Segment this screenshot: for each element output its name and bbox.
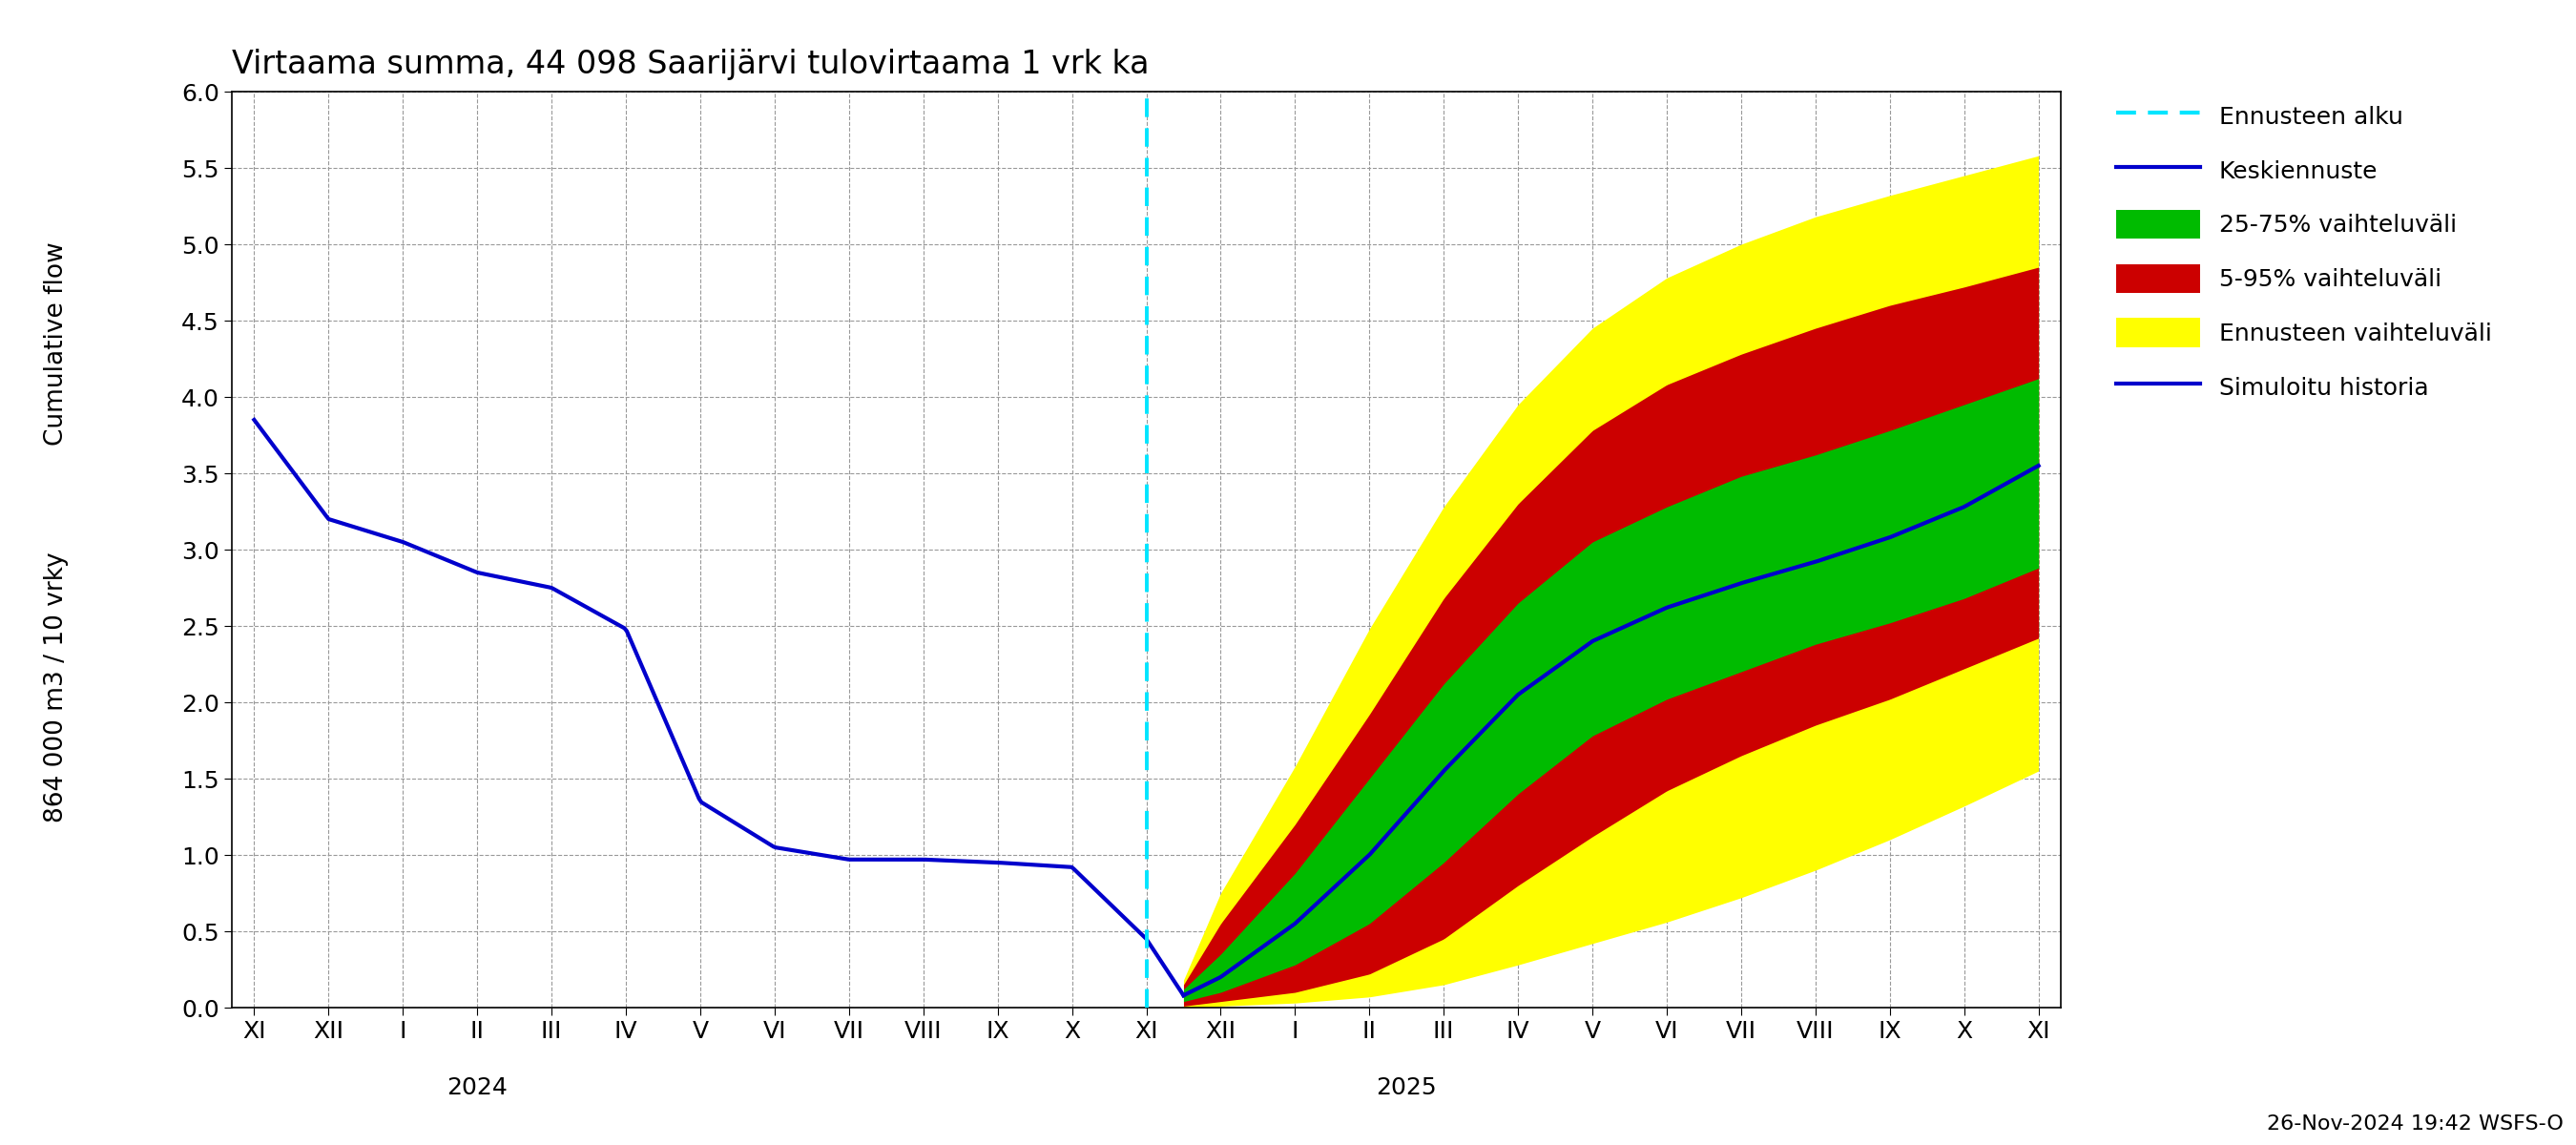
Text: 2025: 2025 [1376,1076,1437,1099]
Text: 2024: 2024 [446,1076,507,1099]
Text: Cumulative flow: Cumulative flow [44,242,70,445]
Text: 26-Nov-2024 19:42 WSFS-O: 26-Nov-2024 19:42 WSFS-O [2267,1114,2563,1134]
Text: Virtaama summa, 44 098 Saarijärvi tulovirtaama 1 vrk ka: Virtaama summa, 44 098 Saarijärvi tulovi… [232,48,1149,80]
Legend: Ennusteen alku, Keskiennuste, 25-75% vaihteluväli, 5-95% vaihteluväli, Ennusteen: Ennusteen alku, Keskiennuste, 25-75% vai… [2110,94,2499,409]
Text: 864 000 m3 / 10 vrky: 864 000 m3 / 10 vrky [44,552,70,822]
